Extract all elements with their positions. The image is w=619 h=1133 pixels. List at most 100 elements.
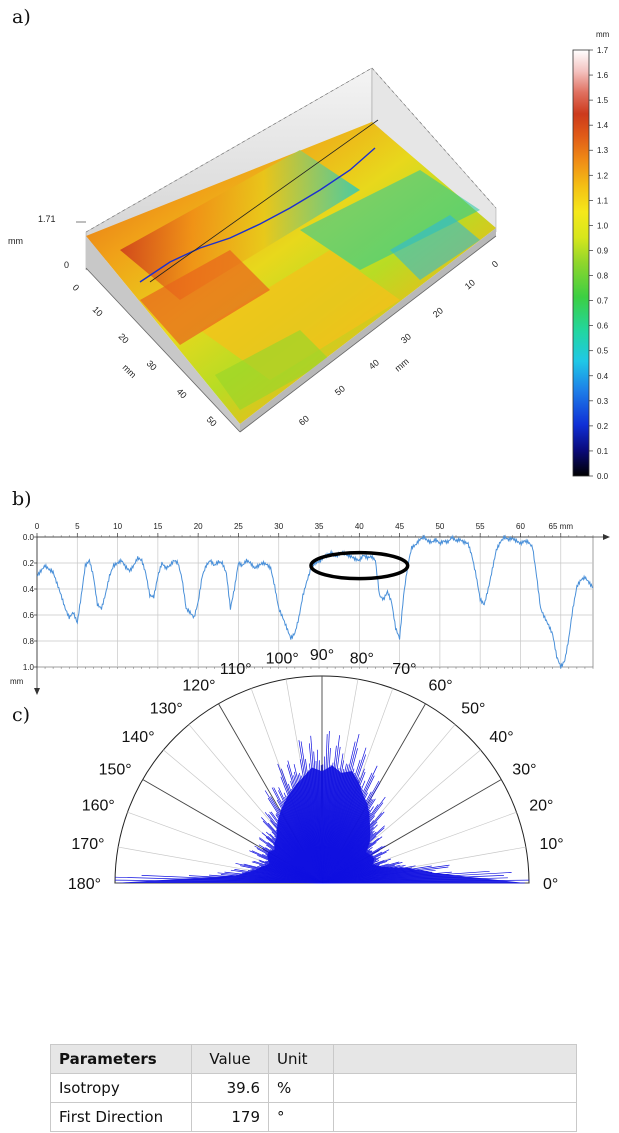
panel-label-b: b) bbox=[12, 488, 32, 510]
colorbar-tick-label: 0.7 bbox=[597, 297, 609, 306]
x-tick: 40 bbox=[367, 357, 381, 371]
table-header-row: Parameters Value Unit bbox=[50, 1044, 577, 1074]
profile-x-tick: 10 bbox=[113, 522, 122, 531]
rose-angle-label: 160° bbox=[82, 798, 115, 815]
surface-mesh bbox=[86, 119, 496, 424]
z-max-label: 1.71 bbox=[38, 214, 56, 224]
rose-spike bbox=[321, 870, 490, 884]
profile-x-tick: 65 mm bbox=[549, 522, 574, 531]
colorbar-tick-label: 0.3 bbox=[597, 397, 609, 406]
profile-x-tick: 35 bbox=[315, 522, 324, 531]
profile-x-tick: 60 bbox=[516, 522, 525, 531]
z-axis-unit: mm bbox=[8, 236, 23, 246]
z-min-label: 0 bbox=[64, 260, 69, 270]
rose-spike bbox=[114, 879, 323, 884]
panel-label-c: c) bbox=[12, 704, 31, 726]
param-name: First Direction bbox=[50, 1102, 192, 1132]
profile-y-tick: 1.0 bbox=[23, 663, 35, 672]
profile-x-tick: 40 bbox=[355, 522, 364, 531]
rose-angle-label: 100° bbox=[266, 651, 299, 668]
rose-angle-labels: 0° 10° 20° 30° 40°50° 60° 70° 80° 90° 100° 110° 120… bbox=[68, 647, 564, 893]
colorbar-tick-label: 0.1 bbox=[597, 447, 609, 456]
profile-y-tick: 0.0 bbox=[23, 533, 35, 542]
rose-spike bbox=[321, 734, 328, 884]
rose-angle-label: 120° bbox=[182, 678, 215, 695]
rose-angle-label: 10° bbox=[540, 836, 564, 853]
profile-x-tick: 45 bbox=[395, 522, 404, 531]
profile-x-tick: 50 bbox=[435, 522, 444, 531]
x-tick: 60 bbox=[297, 413, 311, 427]
profile-x-tick: 0 bbox=[35, 522, 40, 531]
rose-spike bbox=[321, 879, 530, 884]
rose-angle-label: 150° bbox=[99, 762, 132, 779]
rose-angle-label: 30° bbox=[512, 762, 536, 779]
highlight-ring bbox=[309, 550, 410, 581]
colorbar-tick-label: 0.8 bbox=[597, 272, 609, 281]
rose-spike bbox=[321, 872, 512, 884]
profile-y-tick: 0.2 bbox=[23, 559, 35, 568]
profile-axis-ticks: 0 5 10 15 20 25 30 35 40 45 50 55 60 65 mm 0.0 0.2 0.4 0.… bbox=[23, 522, 610, 695]
profile-x-tick: 30 bbox=[274, 522, 283, 531]
y-tick: 0 bbox=[71, 282, 82, 293]
rose-angle-label: 70° bbox=[392, 661, 416, 678]
rose-angle-label: 130° bbox=[150, 701, 183, 718]
profile-y-tick: 0.6 bbox=[23, 611, 35, 620]
colorbar-tick-label: 1.6 bbox=[597, 71, 609, 80]
rose-angle-label: 110° bbox=[220, 661, 252, 678]
rose-angle-label: 140° bbox=[122, 729, 155, 746]
header-value: Value bbox=[191, 1044, 269, 1074]
rose-angle-label: 0° bbox=[543, 876, 558, 893]
param-value: 179 bbox=[191, 1102, 269, 1132]
colorbar-tick-label: 0.9 bbox=[597, 246, 609, 255]
colorbar-tick-label: 1.5 bbox=[597, 96, 609, 105]
colorbar-tick-label: 1.0 bbox=[597, 221, 609, 230]
colorbar-tick-label: 0.4 bbox=[597, 372, 609, 381]
profile-x-tick: 20 bbox=[194, 522, 203, 531]
colorbar-tick-label: 1.1 bbox=[597, 196, 609, 205]
profile-y-unit: mm bbox=[10, 677, 24, 686]
front-walls bbox=[85, 228, 497, 433]
table-row: First Direction 179 ° bbox=[50, 1102, 577, 1132]
rose-spike bbox=[115, 876, 323, 884]
header-empty bbox=[333, 1044, 577, 1074]
colorbar-tick-label: 0.6 bbox=[597, 322, 609, 331]
colorbar-unit: mm bbox=[596, 30, 610, 39]
profile-x-tick: 25 bbox=[234, 522, 243, 531]
x-tick-extra: 0 bbox=[490, 259, 500, 270]
colorbar: mm 1.7 1.6 1.5 1.4 1.3 1.2 1.1 1.0 0.9 0.8 0.7 0.6 0… bbox=[572, 30, 610, 481]
colorbar-tick-label: 1.2 bbox=[597, 171, 609, 180]
profile-y-tick: 0.4 bbox=[23, 585, 35, 594]
colorbar-tick-label: 1.3 bbox=[597, 146, 609, 155]
rose-angle-label: 40° bbox=[489, 729, 513, 746]
x-axis-arrow bbox=[603, 534, 610, 540]
profile-line bbox=[36, 534, 594, 669]
header-unit: Unit bbox=[268, 1044, 334, 1074]
rose-angle-label: 80° bbox=[350, 651, 374, 668]
rose-angle-label: 60° bbox=[429, 678, 453, 695]
param-value: 39.6 bbox=[191, 1073, 269, 1103]
header-parameters: Parameters bbox=[50, 1044, 192, 1074]
rose-spikes bbox=[114, 730, 530, 884]
rose-spike bbox=[321, 875, 504, 884]
rose-angle-label: 170° bbox=[71, 836, 104, 853]
x-tick: 10 bbox=[463, 277, 477, 291]
param-name: Isotropy bbox=[50, 1073, 192, 1103]
param-empty bbox=[333, 1102, 577, 1132]
rose-angle-label: 20° bbox=[529, 798, 553, 815]
profile-x-tick: 5 bbox=[75, 522, 80, 531]
rose-spike bbox=[141, 875, 323, 884]
rose-spike bbox=[321, 877, 508, 884]
colorbar-tick-label: 1.4 bbox=[597, 121, 609, 130]
rose-angle-label: 90° bbox=[310, 647, 334, 664]
profile-x-tick: 15 bbox=[153, 522, 162, 531]
x-tick: 30 bbox=[399, 331, 413, 345]
colorbar-tick-label: 1.7 bbox=[597, 46, 609, 55]
x-tick: 50 bbox=[333, 383, 347, 397]
panel-label-a: a) bbox=[12, 6, 31, 28]
colorbar-gradient bbox=[572, 49, 590, 477]
rose-angle-label: 180° bbox=[68, 876, 101, 893]
param-empty bbox=[333, 1073, 577, 1103]
